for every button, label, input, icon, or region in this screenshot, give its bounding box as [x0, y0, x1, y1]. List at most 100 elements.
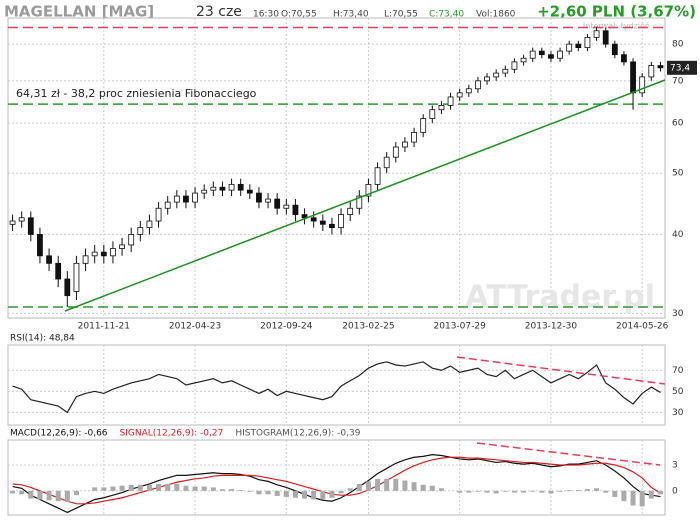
- y-tick-label: 3: [672, 461, 678, 471]
- y-tick-label: 0: [672, 486, 678, 496]
- x-tick-label: 2014-05-26: [616, 322, 669, 332]
- histogram-bar: [10, 490, 16, 494]
- y-tick-label: 30: [672, 309, 684, 319]
- histogram-bar: [429, 485, 435, 491]
- histogram-bar: [539, 490, 545, 493]
- close: C:73,40: [429, 10, 464, 20]
- candle-body: [356, 195, 363, 209]
- histogram-bar: [457, 490, 463, 493]
- histogram-bar: [575, 490, 581, 491]
- candle-body: [347, 207, 354, 215]
- histogram-bar: [73, 490, 79, 496]
- histogram-bar: [311, 490, 317, 500]
- histogram-bar: [229, 489, 235, 491]
- candle-body: [557, 50, 563, 59]
- time: 16:30: [253, 10, 279, 20]
- open: O:70,55: [281, 10, 317, 20]
- histogram-bar: [493, 490, 499, 494]
- candle-body: [46, 255, 52, 264]
- x-tick-label: 2013-07-29: [434, 322, 487, 332]
- histogram-bar: [438, 488, 444, 491]
- candle-body: [9, 220, 16, 225]
- y-tick-label: 70: [672, 366, 684, 376]
- series-line: [12, 361, 661, 414]
- histogram-bar: [566, 490, 572, 491]
- histogram-bar: [338, 490, 344, 494]
- histogram-bar: [484, 490, 490, 493]
- histogram-bar: [639, 490, 645, 507]
- candle-body: [265, 198, 271, 203]
- candle-body: [137, 227, 144, 235]
- candle-body: [274, 198, 281, 209]
- volume: Vol:1860: [476, 10, 516, 20]
- candle-body: [529, 50, 536, 59]
- histogram-bar: [128, 484, 134, 491]
- x-tick-label: 2012-09-24: [260, 322, 313, 332]
- histogram-bar: [347, 488, 353, 491]
- change: +2,60 PLN (3,67%): [537, 3, 696, 21]
- candle-body: [283, 204, 290, 209]
- candle-body: [593, 30, 600, 38]
- histogram-bar: [137, 484, 143, 491]
- histogram-bar: [511, 490, 517, 493]
- candle-body: [192, 192, 198, 203]
- macd-trend-line: [476, 442, 661, 466]
- histogram-bar: [302, 490, 308, 499]
- candle-body: [392, 146, 399, 158]
- candle-body: [429, 109, 436, 119]
- legend-label: SIGNAL(12,26,9): -0,27: [120, 429, 224, 439]
- histogram-bar: [502, 490, 508, 492]
- histogram-bar: [201, 486, 207, 491]
- candle-body: [420, 118, 427, 133]
- candle-body: [602, 30, 609, 45]
- histogram-bar: [156, 483, 162, 491]
- candle-body: [55, 262, 62, 280]
- candle-body: [575, 43, 582, 49]
- histogram-bar: [384, 478, 390, 491]
- histogram-bar: [603, 490, 609, 493]
- candle-body: [73, 262, 80, 292]
- watermark: ATTrader.pl: [465, 280, 655, 315]
- candle-body: [329, 223, 335, 229]
- candle-body: [18, 217, 25, 222]
- candle-body: [648, 65, 655, 78]
- histogram-bar: [557, 490, 563, 492]
- histogram-bar: [584, 489, 590, 491]
- candle-body: [82, 255, 89, 264]
- candle-body: [310, 217, 317, 222]
- y-tick-label: 70: [672, 76, 684, 86]
- price-tag-label: 73,4: [670, 63, 690, 73]
- x-tick-label: 2013-12-30: [525, 322, 578, 332]
- histogram-bar: [420, 484, 426, 491]
- histogram-bar: [657, 490, 663, 495]
- candle-body: [292, 204, 299, 215]
- candle-body: [484, 76, 490, 82]
- x-tick-label: 2013-02-25: [342, 322, 394, 332]
- candle-body: [237, 183, 244, 191]
- macd-panel: [7, 439, 666, 516]
- candle-body: [447, 96, 454, 106]
- candle-body: [630, 61, 636, 94]
- histogram-bar: [19, 490, 25, 495]
- candle-body: [128, 234, 135, 246]
- histogram-bar: [165, 483, 171, 491]
- candle-body: [256, 192, 262, 203]
- histogram-bar: [475, 490, 481, 492]
- histogram-bar: [183, 485, 189, 491]
- candle-body: [301, 214, 308, 219]
- candle-body: [338, 214, 344, 229]
- candle-body: [520, 57, 527, 63]
- histogram-bar: [92, 487, 98, 491]
- y-tick-label: 40: [672, 230, 684, 240]
- candle-body: [548, 54, 554, 59]
- histogram-bar: [320, 490, 326, 500]
- stock-title: MAGELLAN [MAG]: [4, 3, 154, 21]
- fibonacci-annotation: 64,31 zł - 38,2 proc zniesienia Fibonacc…: [16, 87, 257, 100]
- candle-body: [100, 251, 107, 257]
- candle-body: [37, 234, 43, 257]
- histogram-bar: [548, 490, 554, 494]
- candle-body: [374, 167, 381, 185]
- candle-body: [621, 54, 627, 63]
- histogram-bar: [256, 490, 262, 495]
